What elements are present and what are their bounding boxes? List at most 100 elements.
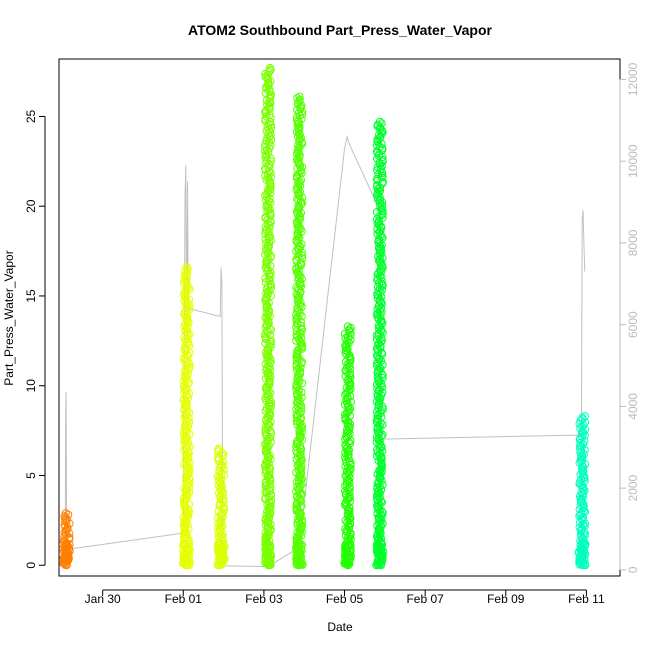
data-point — [261, 72, 270, 81]
data-point — [377, 161, 386, 170]
data-point — [293, 294, 303, 303]
x-tick-label: Feb 03 — [245, 592, 283, 606]
data-point — [265, 242, 274, 251]
data-point — [263, 187, 273, 196]
data-point — [263, 290, 272, 299]
data-point — [293, 371, 303, 380]
data-point — [266, 544, 275, 553]
data-point — [373, 556, 382, 565]
y-tick-label-right: 0 — [626, 566, 640, 573]
data-point — [183, 264, 192, 273]
data-point — [373, 229, 382, 238]
data-point — [377, 511, 386, 521]
data-point — [266, 154, 275, 163]
burst-group — [340, 322, 355, 570]
data-point — [292, 384, 301, 393]
x-tick-label: Jan 30 — [85, 592, 121, 606]
plot-frame — [58, 58, 621, 577]
data-point — [576, 540, 585, 549]
data-point — [341, 410, 350, 419]
chart-title: ATOM2 Southbound Part_Press_Water_Vapor — [188, 22, 492, 38]
data-point — [378, 253, 387, 262]
data-point — [295, 92, 304, 101]
data-point — [64, 510, 73, 519]
data-point — [341, 541, 350, 550]
data-point — [373, 135, 382, 144]
burst-group — [179, 263, 194, 570]
data-point — [375, 544, 384, 553]
x-axis-label: Date — [327, 620, 353, 634]
y-axis-label: Part_Press_Water_Vapor — [2, 250, 16, 385]
data-point — [345, 422, 354, 432]
data-point — [181, 455, 191, 464]
data-point — [261, 541, 271, 550]
burst-group — [372, 117, 388, 570]
data-point — [179, 540, 188, 550]
data-point — [60, 553, 69, 562]
data-point — [266, 336, 276, 345]
data-point — [261, 332, 270, 341]
data-point — [261, 107, 270, 117]
x-tick-label: Feb 05 — [326, 592, 364, 606]
data-point — [376, 497, 386, 506]
data-point — [185, 442, 194, 451]
data-point — [61, 513, 70, 522]
data-point — [295, 463, 304, 472]
data-point — [293, 94, 302, 103]
data-point — [575, 511, 584, 521]
data-point — [346, 379, 355, 388]
data-point — [214, 445, 223, 455]
data-point — [377, 540, 387, 549]
data-point — [345, 555, 354, 564]
data-point — [344, 407, 353, 416]
x-tick-label: Feb 07 — [406, 592, 444, 606]
data-point — [181, 291, 190, 300]
data-point — [341, 372, 350, 381]
data-point — [373, 185, 382, 194]
data-point — [266, 157, 275, 166]
data-point — [293, 116, 302, 125]
data-point — [63, 552, 73, 561]
data-point — [263, 243, 273, 252]
data-point — [294, 262, 303, 271]
data-point — [377, 259, 386, 268]
data-point — [261, 212, 270, 221]
y-tick-label-left: 0 — [24, 562, 38, 569]
data-point — [183, 269, 192, 278]
data-point — [298, 342, 307, 351]
data-point — [577, 514, 586, 523]
data-point — [213, 540, 222, 549]
data-point — [373, 414, 382, 423]
data-point — [292, 268, 301, 277]
altitude-line — [64, 134, 586, 568]
data-point — [579, 551, 588, 560]
data-point — [218, 553, 227, 562]
burst-group — [59, 509, 74, 570]
data-point — [60, 532, 69, 541]
data-point — [180, 267, 189, 276]
data-point — [215, 444, 224, 453]
data-point — [220, 543, 229, 552]
data-point — [261, 191, 270, 200]
data-point — [378, 420, 387, 429]
y-axis-right: 0 2000 4000 6000 8000 10000 12000 — [619, 62, 640, 573]
data-point — [264, 163, 273, 172]
data-point — [377, 232, 386, 241]
data-point — [185, 539, 194, 548]
data-point — [264, 401, 273, 410]
data-point — [297, 101, 306, 110]
y-tick-label-left: 5 — [24, 472, 38, 479]
data-point — [378, 373, 387, 383]
data-point — [580, 431, 589, 440]
data-point — [266, 433, 275, 442]
y-tick-label-right: 2000 — [626, 474, 640, 501]
data-point — [181, 531, 190, 540]
data-point — [62, 517, 71, 527]
data-point — [184, 462, 193, 472]
data-point — [294, 452, 303, 461]
data-point — [294, 555, 303, 564]
data-point — [184, 452, 193, 461]
burst-group — [213, 444, 229, 570]
data-point — [579, 513, 588, 522]
